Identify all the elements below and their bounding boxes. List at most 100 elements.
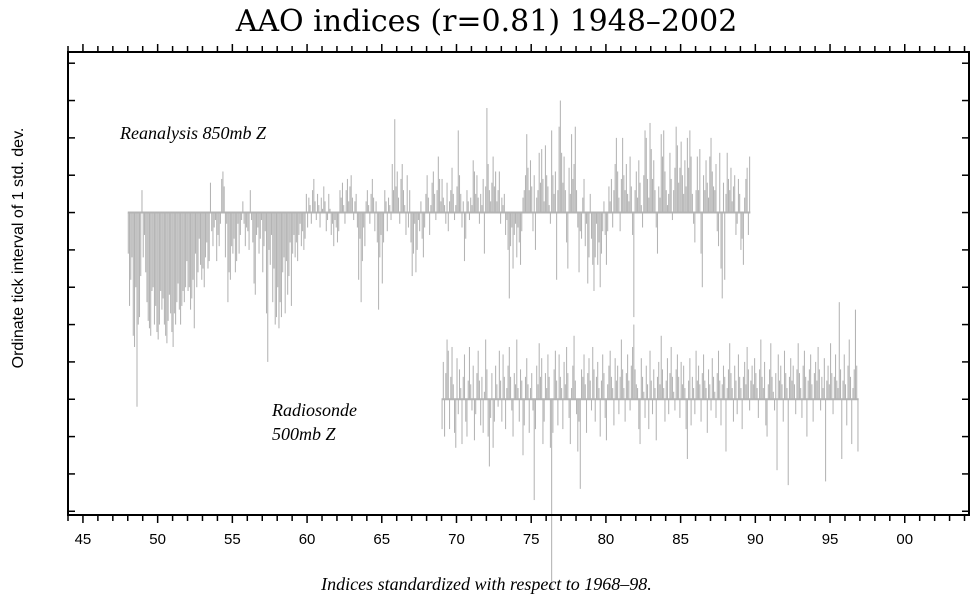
bar: [833, 376, 835, 400]
bar: [696, 156, 698, 213]
bar: [458, 369, 461, 400]
bar: [693, 212, 695, 224]
bar: [449, 399, 451, 430]
bar: [584, 212, 586, 247]
bar: [365, 201, 367, 213]
bar: [685, 399, 687, 430]
bar: [394, 119, 396, 213]
bar: [561, 388, 563, 400]
bar: [168, 212, 170, 295]
bar: [360, 212, 362, 303]
bar: [371, 178, 373, 213]
bar: [397, 197, 400, 213]
bar: [708, 197, 710, 213]
bar: [666, 205, 668, 213]
bar: [828, 384, 830, 400]
bar: [808, 369, 810, 400]
bar: [589, 380, 591, 400]
bar: [300, 212, 302, 247]
bar: [705, 160, 707, 213]
bar: [254, 212, 256, 295]
bar: [597, 361, 599, 400]
bar: [328, 193, 330, 213]
bar: [287, 212, 289, 295]
bar: [485, 186, 487, 213]
bar: [523, 399, 525, 426]
bar: [836, 380, 838, 400]
bar: [548, 205, 550, 213]
bar: [523, 190, 525, 213]
bar: [778, 380, 781, 400]
bar: [567, 212, 569, 269]
bar: [705, 388, 707, 400]
reanalysis-bars: [127, 100, 751, 407]
bar: [243, 212, 245, 224]
bar: [304, 212, 306, 239]
bar: [468, 212, 470, 221]
bar: [696, 380, 698, 400]
bar: [671, 376, 673, 400]
bar: [171, 212, 173, 333]
bar: [261, 212, 263, 221]
bar: [546, 388, 548, 400]
bar: [188, 212, 190, 288]
bar: [547, 354, 549, 400]
bar: [549, 212, 551, 224]
bar: [482, 178, 484, 213]
bar: [353, 212, 355, 221]
bar: [490, 399, 492, 418]
bar: [515, 384, 517, 400]
bar: [604, 399, 606, 418]
bar: [769, 369, 771, 400]
bar: [500, 380, 502, 400]
bar: [649, 350, 651, 400]
bar: [645, 137, 647, 213]
bar: [476, 373, 478, 400]
bar: [424, 212, 426, 228]
bar: [572, 178, 574, 213]
bar: [312, 190, 314, 213]
bar: [746, 346, 748, 400]
bar: [406, 175, 408, 213]
bar: [246, 212, 248, 228]
bar: [157, 212, 159, 340]
bar: [170, 212, 172, 314]
bar: [517, 212, 519, 228]
bar: [274, 212, 276, 325]
bar: [145, 212, 147, 273]
bar: [207, 212, 209, 269]
bar: [704, 380, 706, 400]
bar: [278, 212, 280, 329]
bar: [571, 388, 573, 400]
bar: [747, 369, 749, 400]
bar: [581, 369, 583, 400]
bar: [644, 130, 646, 213]
bar: [698, 365, 700, 400]
bar: [744, 197, 746, 213]
bar: [256, 212, 258, 235]
bar: [847, 365, 849, 400]
bar: [185, 212, 187, 288]
bar: [622, 137, 624, 213]
bar: [706, 399, 708, 433]
bar: [465, 399, 467, 422]
bar: [767, 384, 769, 400]
bar: [724, 212, 726, 280]
bar: [849, 376, 852, 400]
bar: [747, 212, 749, 235]
bar: [456, 186, 458, 213]
bar: [553, 369, 555, 400]
bar: [751, 365, 753, 400]
bar: [648, 197, 650, 213]
bar: [737, 354, 739, 400]
bar: [486, 369, 488, 400]
bar: [153, 212, 155, 325]
bar: [719, 152, 721, 213]
bar: [711, 171, 713, 213]
bar: [481, 376, 483, 400]
bar: [319, 212, 321, 228]
bar: [445, 373, 447, 400]
bar: [777, 354, 779, 400]
bar: [478, 212, 480, 224]
bar: [368, 205, 370, 213]
